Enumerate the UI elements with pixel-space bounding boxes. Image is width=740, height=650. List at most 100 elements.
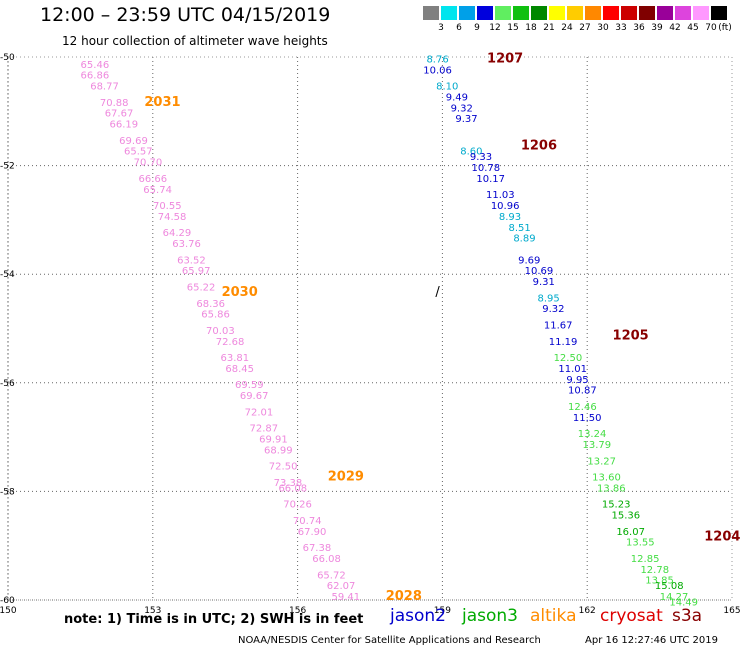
legend-label: 39 (651, 23, 663, 33)
data-point-label: 10.78 (472, 163, 501, 174)
data-point-label: 11.03 (486, 190, 515, 201)
data-point-label: 66.19 (110, 120, 139, 131)
x-tick-label: 156 (289, 606, 306, 616)
data-point-label: 14.49 (669, 597, 698, 608)
data-point-label: 10.06 (423, 65, 452, 76)
legend-label: 36 (633, 23, 645, 33)
time-label: 1206 (521, 138, 557, 153)
data-point-label: 70.74 (293, 516, 322, 527)
data-point-label: 8.76 (426, 54, 448, 65)
time-label: 1204 (704, 529, 740, 544)
data-point-label: 66.66 (138, 174, 167, 185)
data-point-label: 70.26 (283, 500, 312, 511)
plot-frame (7, 56, 733, 601)
data-point-label: 13.79 (583, 440, 612, 451)
legend-label: 12 (489, 23, 501, 33)
legend-swatch (657, 6, 673, 20)
credit-text: NOAA/NESDIS Center for Satellite Applica… (238, 635, 541, 646)
time-label: 2031 (144, 95, 180, 110)
data-point-label: 10.96 (491, 201, 520, 212)
data-point-label: 9.37 (455, 114, 477, 125)
data-point-label: 15.08 (655, 581, 684, 592)
footer-note: note: 1) Time is in UTC; 2) SWH is in fe… (64, 612, 364, 627)
legend-label: 45 (687, 23, 699, 33)
legend-swatch (549, 6, 565, 20)
legend-label: 3 (438, 23, 444, 33)
legend-label: 27 (579, 23, 591, 33)
y-tick-label: -58 (0, 487, 15, 497)
data-point-label: 8.93 (499, 212, 521, 223)
chart-title: 12:00 – 23:59 UTC 04/15/2019 (40, 4, 331, 26)
satellite-label-s3a: s3a (672, 606, 703, 626)
satellite-label-altika: altika (530, 606, 577, 626)
legend-swatch (639, 6, 655, 20)
data-point-label: 10.87 (568, 386, 597, 397)
legend-swatch (477, 6, 493, 20)
data-point-label: 70.55 (153, 201, 182, 212)
data-point-label: 66.08 (278, 483, 307, 494)
data-point-label: 12.50 (554, 353, 583, 364)
data-point-label: 12.85 (631, 554, 660, 565)
data-point-label: 11.50 (573, 413, 602, 424)
x-tick-label: 150 (0, 606, 17, 616)
data-point-label: 69.69 (119, 136, 148, 147)
data-point-label: 63.81 (221, 353, 250, 364)
legend-swatch (603, 6, 619, 20)
data-point-label: 14.27 (660, 592, 689, 603)
data-point-label: 13.24 (578, 429, 607, 440)
data-point-label: 13.86 (597, 483, 626, 494)
data-point-label: 9.33 (470, 152, 492, 163)
legend-swatch (711, 6, 727, 20)
legend-label: 21 (543, 23, 555, 33)
legend-swatch (675, 6, 691, 20)
data-point-label: 72.01 (245, 407, 274, 418)
legend-label: 18 (525, 23, 537, 33)
y-tick-label: -60 (0, 596, 15, 606)
time-label: 2029 (328, 470, 364, 485)
legend-swatch (513, 6, 529, 20)
data-point-label: 67.90 (298, 527, 327, 538)
data-point-label: 11.01 (558, 364, 587, 375)
data-point-label: 65.22 (187, 282, 216, 293)
data-point-label: 8.89 (513, 234, 535, 245)
data-point-label: 73.38 (274, 478, 303, 489)
data-point-label: 67.67 (105, 109, 134, 120)
chart-subtitle: 12 hour collection of altimeter wave hei… (62, 34, 328, 48)
data-point-label: 68.45 (225, 364, 254, 375)
data-point-label: 9.32 (451, 103, 473, 114)
data-point-label: 70.03 (206, 326, 235, 337)
legend-label: 70 (705, 23, 717, 33)
data-point-label: 13.60 (592, 473, 621, 484)
data-point-label: 68.99 (264, 445, 293, 456)
data-point-label: 63.76 (172, 239, 201, 250)
legend-label: 30 (597, 23, 609, 33)
data-point-label: 9.32 (542, 304, 564, 315)
data-point-label: 68.77 (90, 82, 119, 93)
data-point-label: 62.07 (327, 581, 356, 592)
data-point-label: 8.95 (537, 293, 559, 304)
legend-swatch (693, 6, 709, 20)
data-point-label: 12.46 (568, 402, 597, 413)
data-point-label: 8.51 (508, 223, 530, 234)
data-point-label: 72.68 (216, 337, 245, 348)
axes: 150 153 156 159 162 165 -50 -52 -54 -56 -58 -60 (0, 53, 740, 616)
data-point-label: 65.97 (182, 266, 211, 277)
grid (7, 56, 733, 601)
data-point-label: 9.69 (518, 255, 540, 266)
x-tick-label: 165 (723, 606, 740, 616)
data-point-label: 66.08 (312, 554, 341, 565)
data-point-label: 16.07 (616, 527, 645, 538)
legend-label: 42 (669, 23, 681, 33)
satellite-label-cryosat: cryosat (600, 606, 663, 626)
data-point-label: 69.67 (240, 391, 269, 402)
legend-swatch (621, 6, 637, 20)
time-label: 2028 (386, 589, 422, 604)
legend-swatch (585, 6, 601, 20)
time-label: 2030 (222, 285, 258, 300)
time-labels: 2031 2030 2029 2028 1207 1206 1205 1204 / (144, 51, 740, 604)
data-point-label: 59.41 (332, 592, 361, 603)
data-point-label: 72.50 (269, 462, 298, 473)
data-point-label: 69.91 (259, 435, 288, 446)
